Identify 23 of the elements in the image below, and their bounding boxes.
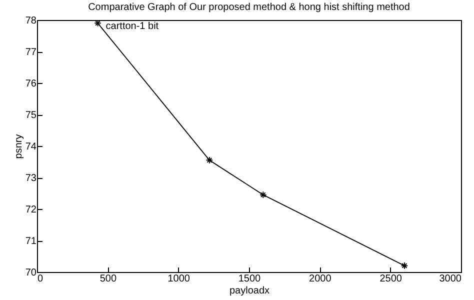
point	[400, 262, 408, 270]
y-tick-label: 76	[25, 78, 37, 90]
chart-title: Comparative Graph of Our proposed method & hong hist shifting method	[88, 2, 410, 13]
point	[206, 156, 214, 164]
y-tick-label: 70	[25, 268, 37, 278]
x-tick-label: 1500	[238, 274, 262, 284]
x-tick-label: 2500	[380, 274, 402, 284]
y-tick-label: 73	[25, 173, 37, 184]
point	[259, 191, 267, 198]
y-tick-label: 72	[25, 204, 37, 216]
x-tick-label: 1000	[168, 274, 190, 284]
x-tick-label: 0	[38, 274, 44, 284]
y-tick-label: 71	[25, 236, 37, 247]
x-tick-label: 3000	[439, 274, 462, 284]
x-axis-title: payloadx	[229, 286, 270, 296]
x-tick-label: 500	[100, 274, 117, 284]
y-tick-label: 78	[25, 16, 37, 26]
annotation: cartton-1 bit	[106, 21, 159, 32]
x-tick-label: 2000	[309, 274, 332, 284]
y-axis-title: psnry	[13, 134, 24, 159]
y-tick-label: 74	[25, 142, 37, 152]
y-tick-label: 77	[25, 47, 37, 58]
y-tick-label: 75	[25, 110, 37, 121]
